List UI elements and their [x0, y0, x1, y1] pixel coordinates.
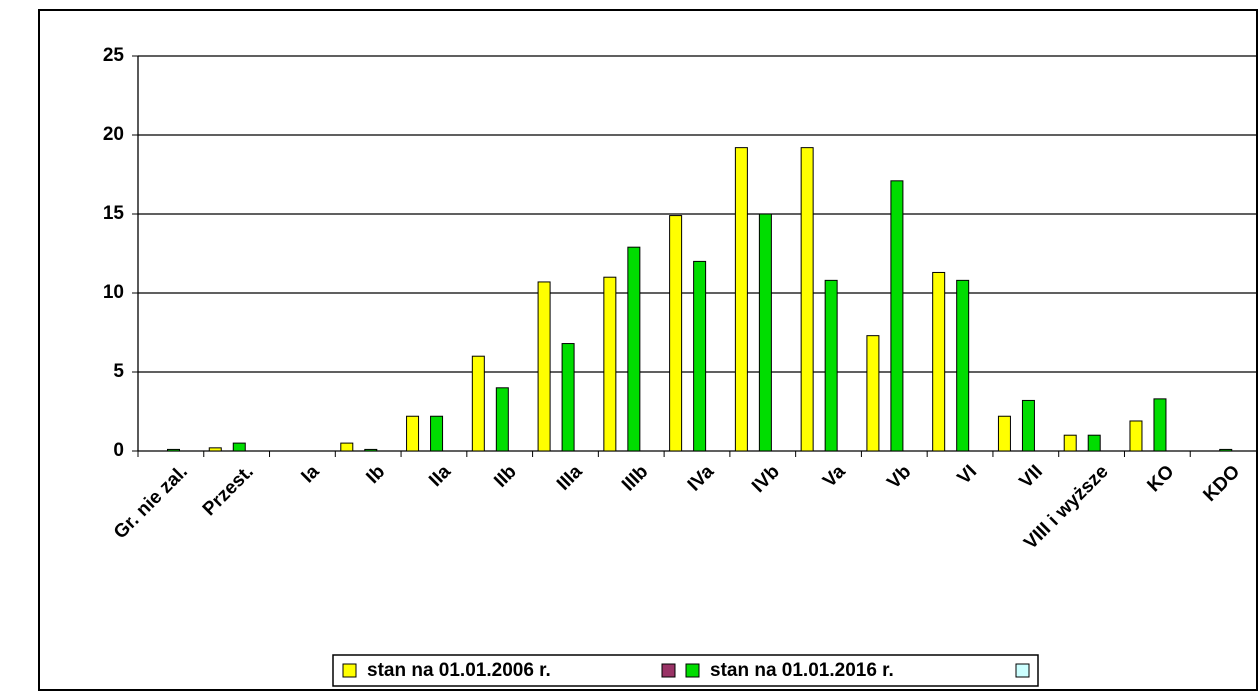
y-tick-label: 25 — [103, 45, 125, 66]
bar — [561, 343, 575, 452]
bar — [1219, 448, 1233, 452]
legend-label: stan na 01.01.2006 r. — [367, 660, 551, 681]
y-tick-label: 5 — [113, 361, 124, 382]
bar — [758, 213, 772, 452]
bar — [997, 415, 1011, 452]
bar — [669, 215, 683, 452]
y-tick-label: 20 — [103, 124, 124, 145]
bar — [603, 276, 617, 452]
bar — [340, 442, 354, 452]
bar — [1021, 399, 1035, 452]
bar — [471, 355, 485, 452]
bar — [167, 448, 180, 452]
y-tick-label: 0 — [113, 440, 124, 461]
bar — [956, 279, 970, 452]
bar — [495, 387, 509, 452]
bar — [364, 448, 378, 452]
bar — [232, 442, 246, 452]
y-tick-label: 15 — [103, 203, 125, 224]
bar — [1063, 434, 1077, 452]
legend-swatch — [342, 663, 357, 678]
y-tick-label: 10 — [103, 282, 124, 303]
bar — [800, 147, 814, 452]
legend-label: stan na 01.01.2016 r. — [710, 660, 894, 681]
legend-swatch — [685, 663, 700, 678]
bar — [824, 279, 838, 452]
bar — [693, 260, 707, 452]
bar — [430, 415, 444, 452]
bar — [208, 447, 222, 452]
legend-swatch — [1015, 663, 1030, 678]
bar — [406, 415, 420, 452]
legend-swatch — [661, 663, 676, 678]
bar — [627, 246, 641, 452]
bar — [1153, 398, 1167, 452]
bar — [866, 335, 880, 452]
bar — [890, 180, 904, 452]
bar — [1129, 420, 1143, 452]
chart-frame — [38, 9, 1258, 691]
bar — [537, 281, 551, 452]
bar — [734, 147, 748, 452]
bar — [932, 271, 946, 452]
bar — [1087, 434, 1101, 452]
